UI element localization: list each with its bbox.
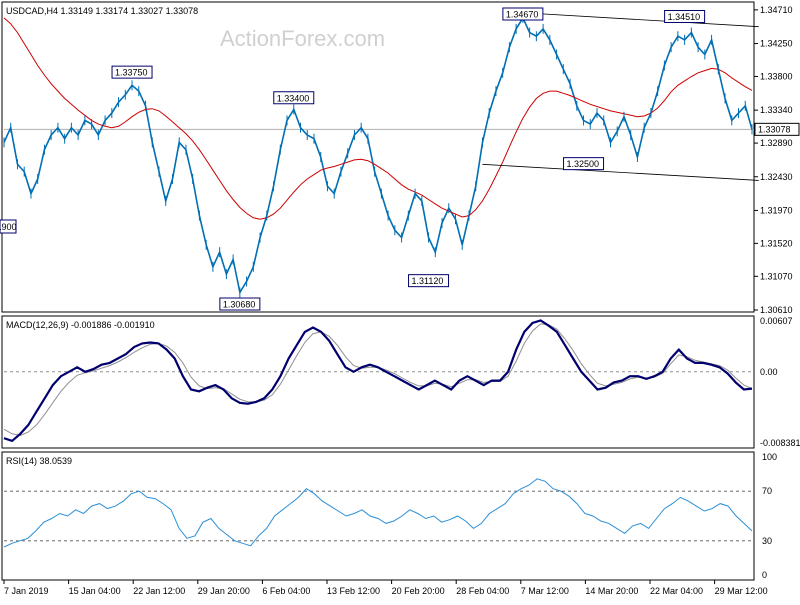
annotation-box: [111, 65, 153, 79]
macd-y-tick-label: 0.00607: [760, 316, 793, 326]
x-tick-label: 20 Feb 20:00: [392, 586, 445, 596]
macd-signal-line: [3, 323, 753, 437]
rsi-y-tick-label: 100: [762, 452, 777, 462]
annotation-label: 1.34510: [668, 12, 701, 22]
rsi-line: [3, 478, 753, 548]
price-y-tick-label: 1.33800: [760, 71, 793, 81]
rsi-y-tick-label: 30: [762, 536, 772, 546]
price-y-tick-label: 1.31520: [760, 238, 793, 248]
x-tick-label: 13 Feb 12:00: [327, 586, 380, 596]
price-y-tick-label: 1.33340: [760, 105, 793, 115]
annotation-label: 1.32500: [567, 159, 600, 169]
annotation-box: [563, 157, 605, 171]
price-y-tick-label: 1.30610: [760, 305, 793, 315]
price-y-tick-label: 1.31070: [760, 271, 793, 281]
x-tick-label: 22 Jan 12:00: [133, 586, 185, 596]
annotation-box: [502, 7, 544, 21]
rsi-pane-title: RSI(14) 38.0539: [6, 456, 72, 466]
current-price-label: 1.33078: [758, 124, 791, 134]
annotation-label: 1.34670: [506, 10, 539, 20]
annotation-box: [273, 91, 315, 105]
price-y-tick-label: 1.34710: [760, 5, 793, 15]
macd-line: [3, 319, 753, 443]
macd-y-tick-label: -0.008381: [760, 438, 800, 448]
macd-pane-title: MACD(12,26,9) -0.001886 -0.001910: [6, 320, 155, 330]
trendline: [482, 163, 759, 181]
x-tick-label: 22 Mar 04:00: [650, 586, 703, 596]
macd-pane: [1, 315, 755, 449]
price-y-tick-label: 1.32430: [760, 172, 793, 182]
x-tick-label: 29 Jan 20:00: [198, 586, 250, 596]
price-series-line: [3, 16, 753, 295]
annotation-label: 1.31120: [412, 276, 444, 286]
current-price-tag: [754, 122, 800, 136]
price-y-tick-label: 1.34250: [760, 39, 793, 49]
price-y-tick-label: 1.32890: [760, 138, 793, 148]
left-edge-label: 1.31900: [0, 219, 17, 234]
x-tick-label: 29 Mar 12:00: [715, 586, 768, 596]
trendline: [522, 12, 759, 28]
x-tick-label: 7 Jan 2019: [4, 586, 49, 596]
watermark-text: ActionForex.com: [220, 26, 385, 51]
annotation-box: [408, 274, 450, 288]
price-pane-title: USDCAD,H4 1.33149 1.33174 1.33027 1.3307…: [6, 6, 198, 16]
price-y-tick-label: 1.31970: [760, 205, 793, 215]
macd-y-tick-label: 0.00: [760, 367, 778, 377]
x-tick-label: 7 Mar 12:00: [521, 586, 569, 596]
x-tick-label: 15 Jan 04:00: [69, 586, 121, 596]
rsi-pane: [1, 451, 755, 581]
ma-series-line: [3, 17, 753, 220]
rsi-y-tick-label: 70: [762, 486, 772, 496]
annotation-label: 1.30680: [223, 300, 256, 310]
annotation-label: 1.33750: [115, 68, 148, 78]
annotation-box: [664, 9, 706, 23]
left-edge-label-text: 1.31900: [0, 222, 17, 232]
x-tick-label: 14 Mar 20:00: [585, 586, 638, 596]
price-pane: [1, 1, 755, 313]
annotation-label: 1.33400: [277, 93, 310, 103]
rsi-y-tick-label: 0: [762, 570, 767, 580]
x-tick-label: 6 Feb 04:00: [262, 586, 310, 596]
annotation-box: [219, 297, 261, 311]
x-tick-label: 28 Feb 04:00: [456, 586, 509, 596]
